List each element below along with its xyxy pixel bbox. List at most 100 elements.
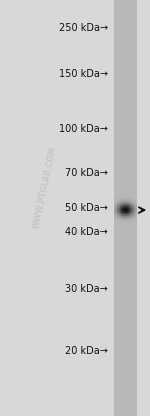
Bar <box>115 203 116 204</box>
Bar <box>135 211 136 212</box>
Bar <box>128 219 129 220</box>
Bar <box>122 198 123 199</box>
Bar <box>129 218 130 219</box>
Bar <box>123 223 124 224</box>
Bar <box>117 198 118 199</box>
Bar <box>133 201 134 202</box>
Bar <box>118 213 119 214</box>
Bar <box>119 221 120 222</box>
Bar <box>131 224 132 225</box>
Bar <box>118 216 119 217</box>
Bar <box>129 198 130 199</box>
Bar <box>121 207 122 208</box>
Bar <box>125 203 126 204</box>
Bar <box>116 205 117 206</box>
Bar <box>131 211 132 212</box>
Bar <box>123 206 124 207</box>
Bar <box>130 203 131 204</box>
Bar <box>120 203 121 204</box>
Bar <box>120 220 121 221</box>
Bar <box>122 214 123 215</box>
Bar <box>126 198 127 199</box>
Bar <box>135 212 136 213</box>
Bar <box>125 212 126 213</box>
Bar <box>125 202 126 203</box>
Bar <box>123 207 124 208</box>
Bar <box>117 215 118 216</box>
Bar <box>125 196 126 197</box>
Bar <box>135 200 136 201</box>
Bar <box>121 208 122 209</box>
Bar <box>118 196 119 197</box>
Bar <box>115 224 116 225</box>
Bar <box>126 196 127 197</box>
Bar <box>123 199 124 200</box>
Bar <box>133 213 134 214</box>
Bar <box>118 224 119 225</box>
Bar <box>120 199 121 200</box>
Bar <box>123 212 124 213</box>
Bar <box>134 203 135 204</box>
Bar <box>117 199 118 200</box>
Bar <box>123 220 124 221</box>
Bar <box>124 196 125 197</box>
Bar <box>123 224 124 225</box>
Bar <box>120 206 121 207</box>
Bar <box>129 213 130 214</box>
Bar <box>121 199 122 200</box>
Bar <box>115 216 116 217</box>
Bar <box>131 200 132 201</box>
Bar <box>125 222 126 223</box>
Bar <box>121 197 122 198</box>
Bar <box>130 202 131 203</box>
Bar <box>132 197 133 198</box>
Bar <box>132 205 133 206</box>
Bar <box>135 219 136 220</box>
Bar <box>119 203 120 204</box>
Bar <box>117 207 118 208</box>
Bar <box>128 215 129 216</box>
Bar <box>122 203 123 204</box>
Bar <box>119 212 120 213</box>
Bar <box>130 213 131 214</box>
Bar <box>123 196 124 197</box>
Bar <box>114 207 115 208</box>
Bar <box>132 217 133 218</box>
Bar <box>131 212 132 213</box>
Bar <box>134 218 135 219</box>
Bar <box>118 210 119 211</box>
Bar <box>126 214 127 215</box>
Bar <box>122 206 123 207</box>
Bar <box>125 218 126 219</box>
Bar <box>135 199 136 200</box>
Bar <box>131 218 132 219</box>
Bar <box>133 221 134 222</box>
Bar <box>130 207 131 208</box>
Bar <box>123 203 124 204</box>
Bar <box>123 217 124 218</box>
Bar <box>117 219 118 220</box>
Bar <box>129 201 130 202</box>
Bar <box>116 197 117 198</box>
Bar <box>119 217 120 218</box>
Bar <box>129 223 130 224</box>
Bar <box>121 201 122 202</box>
Bar <box>121 198 122 199</box>
Bar <box>119 210 120 211</box>
Bar <box>124 213 125 214</box>
Bar <box>123 200 124 201</box>
Bar <box>125 200 126 201</box>
Bar <box>116 199 117 200</box>
Bar <box>132 222 133 223</box>
Bar <box>118 222 119 223</box>
Bar <box>125 224 126 225</box>
Bar <box>130 212 131 213</box>
Bar <box>128 214 129 215</box>
Bar <box>115 223 116 224</box>
Bar <box>131 216 132 217</box>
Bar <box>125 217 126 218</box>
Bar <box>124 208 125 209</box>
Bar <box>121 211 122 212</box>
Bar <box>129 220 130 221</box>
Bar <box>131 206 132 207</box>
